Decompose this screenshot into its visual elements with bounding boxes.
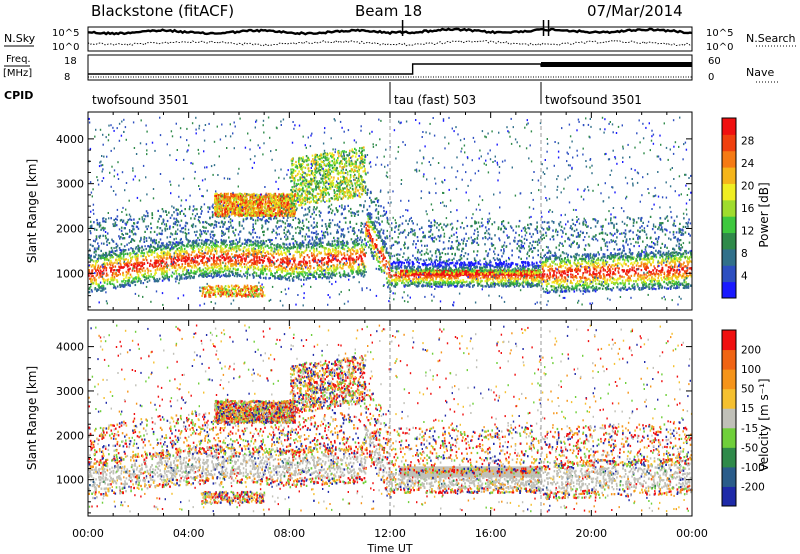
cpid-mode-2: twofsound 3501 <box>545 93 642 107</box>
ytick-label: 3000 <box>56 385 84 398</box>
power-ylabel: Slant Range [km] <box>25 159 39 263</box>
colorbar-swatch <box>722 466 736 487</box>
cpid-mode-0: twofsound 3501 <box>92 93 189 107</box>
colorbar-tick: 100 <box>741 364 761 376</box>
colorbar-swatch <box>722 248 736 266</box>
colorbar-tick: 4 <box>741 271 748 283</box>
time-axis-label: Time UT <box>366 542 412 554</box>
colorbar-tick: 8 <box>741 248 748 260</box>
xtick-label: 12:00 <box>374 527 406 540</box>
freq-tick-top: 18 <box>64 56 77 67</box>
nsearch-label: N.Search <box>746 32 796 45</box>
xtick-label: 20:00 <box>575 527 607 540</box>
nsearch-trace <box>87 39 693 47</box>
noise-tick-right-top: 10^5 <box>706 28 733 39</box>
xtick-label: 04:00 <box>173 527 205 540</box>
colorbar-swatch <box>722 118 736 135</box>
nave-tick-bottom: 0 <box>708 72 714 83</box>
velocity-heatmap <box>88 320 693 516</box>
xtick-label: 16:00 <box>475 527 507 540</box>
freq-dense-segment <box>541 62 692 67</box>
xtick-label: 08:00 <box>273 527 305 540</box>
velocity-ground-band <box>400 466 541 478</box>
noise-panel-frame <box>87 26 693 52</box>
beam-title: Beam 18 <box>355 2 422 20</box>
colorbar-swatch <box>722 134 736 152</box>
colorbar-tick: -200 <box>741 481 765 493</box>
ytick-label: 2000 <box>56 429 84 442</box>
nave-label: Nave <box>746 66 774 79</box>
velocity-axes: 4000 3000 2000 1000 <box>56 320 693 516</box>
freq-tick-bottom: 8 <box>64 72 70 83</box>
noise-tick-left-bottom: 10^0 <box>52 42 79 53</box>
nsky-trace <box>87 27 693 36</box>
noise-tick-right-bottom: 10^0 <box>706 42 733 53</box>
ytick-label: 4000 <box>56 341 84 354</box>
colorbar-swatch <box>722 167 736 184</box>
colorbar-swatch <box>722 369 736 390</box>
colorbar-swatch <box>722 150 736 168</box>
date-title: 07/Mar/2014 <box>587 2 683 20</box>
cpid-modes: twofsound 3501 tau (fast) 503 twofsound 35… <box>92 82 642 107</box>
power-colorbar: 28 24 20 16 12 8 4 <box>721 117 755 299</box>
colorbar-tick: -100 <box>741 462 765 474</box>
noise-traces <box>87 20 693 47</box>
freq-nave-traces <box>88 62 692 78</box>
freq-unit: [MHz] <box>3 68 32 79</box>
freq-panel-frame <box>87 54 693 81</box>
colorbar-swatch <box>722 486 736 507</box>
nsky-label: N.Sky <box>4 32 36 45</box>
freq-label: Freq. <box>6 54 31 65</box>
colorbar-tick: 15 <box>741 403 754 415</box>
colorbar-swatch <box>722 216 736 234</box>
xtick-label: 00:00 <box>72 527 104 540</box>
colorbar-swatch <box>722 388 736 409</box>
station-title: Blackstone (fitACF) <box>91 2 234 20</box>
velocity-colorbar: 200 100 50 15 -15 -50 -100 -200 <box>721 329 765 507</box>
ytick-label: 1000 <box>56 267 84 280</box>
power-heatmap <box>88 112 693 310</box>
colorbar-frame <box>721 117 737 299</box>
colorbar-swatch <box>722 427 736 448</box>
colorbar-swatch <box>722 232 736 250</box>
velocity-colorbar-label: Velocity [m s⁻¹] <box>757 378 771 471</box>
colorbar-tick: -15 <box>741 423 758 435</box>
noise-tick-left-top: 10^5 <box>52 28 79 39</box>
colorbar-swatch <box>722 447 736 468</box>
colorbar-swatch <box>722 199 736 217</box>
velocity-ylabel: Slant Range [km] <box>25 366 39 470</box>
colorbar-swatch <box>722 265 736 283</box>
nave-tick-top: 60 <box>708 56 721 67</box>
colorbar-tick: 28 <box>741 136 754 148</box>
colorbar-swatch <box>722 281 736 299</box>
colorbar-swatch <box>722 349 736 370</box>
colorbar-tick: 24 <box>741 158 755 170</box>
ytick-label: 2000 <box>56 222 84 235</box>
colorbar-tick: -50 <box>741 442 758 454</box>
ytick-label: 3000 <box>56 178 84 191</box>
cpid-mode-1: tau (fast) 503 <box>394 93 476 107</box>
ytick-label: 1000 <box>56 474 84 487</box>
colorbar-swatch <box>722 408 736 429</box>
power-axes: 4000 3000 2000 1000 <box>56 112 693 310</box>
colorbar-frame <box>721 329 737 507</box>
colorbar-tick: 12 <box>741 226 754 238</box>
time-axis: 00:00 04:00 08:00 12:00 16:00 20:00 00:00 <box>72 527 708 540</box>
colorbar-tick: 20 <box>741 181 754 193</box>
xtick-label: 00:00 <box>676 527 708 540</box>
colorbar-swatch <box>722 183 736 201</box>
colorbar-tick: 50 <box>741 384 754 396</box>
colorbar-tick: 16 <box>741 203 755 215</box>
power-colorbar-label: Power [dB] <box>757 182 771 247</box>
colorbar-swatch <box>722 330 736 351</box>
colorbar-tick: 200 <box>741 345 761 357</box>
ytick-label: 4000 <box>56 133 84 146</box>
cpid-label: CPID <box>4 89 33 102</box>
